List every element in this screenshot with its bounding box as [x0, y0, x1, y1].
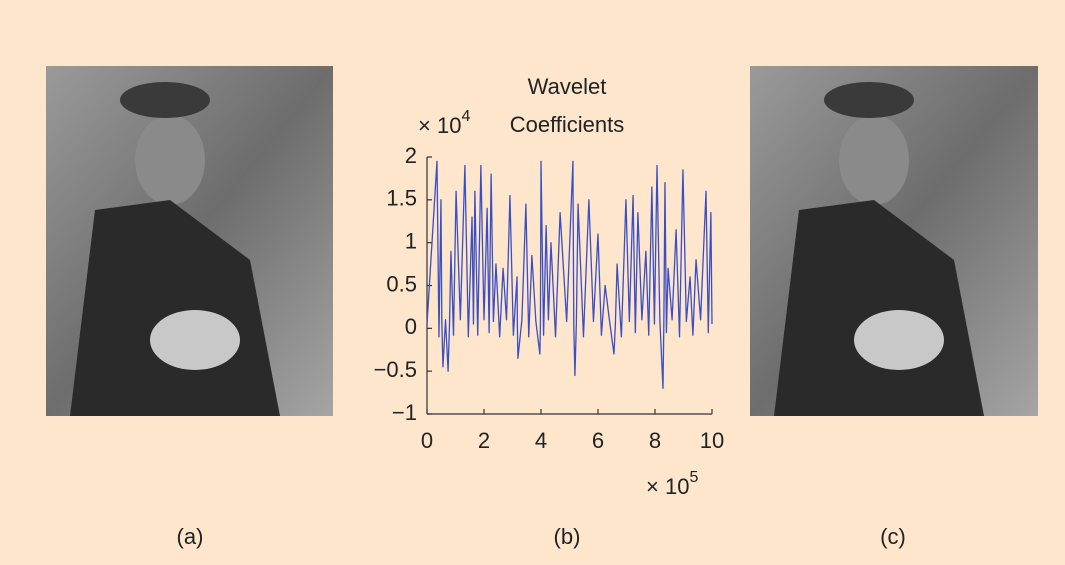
x-multiplier: × 105 [646, 469, 698, 499]
x-tick-label: 4 [535, 428, 547, 453]
x-tick-label: 0 [421, 428, 433, 453]
y-tick-label: 1.5 [386, 186, 417, 211]
caption: (a) [177, 524, 204, 549]
y-multiplier: × 104 [418, 108, 470, 138]
y-tick-label: 0.5 [386, 271, 417, 296]
x-tick-label: 8 [649, 428, 661, 453]
chart-title: Coefficients [510, 112, 625, 137]
caption: (b) [554, 524, 581, 549]
signal-line [426, 160, 713, 389]
y-tick-label: 0 [405, 314, 417, 339]
x-tick-label: 6 [592, 428, 604, 453]
chart-title: Wavelet [528, 74, 607, 99]
y-tick-label: −0.5 [374, 357, 417, 382]
photo-reconstructed [750, 66, 1038, 416]
y-tick-label: 1 [405, 228, 417, 253]
photo-original [46, 66, 333, 416]
x-tick-label: 10 [700, 428, 724, 453]
y-tick-label: −1 [392, 400, 417, 425]
x-tick-label: 2 [478, 428, 490, 453]
y-tick-label: 2 [405, 143, 417, 168]
caption: (c) [880, 524, 906, 549]
